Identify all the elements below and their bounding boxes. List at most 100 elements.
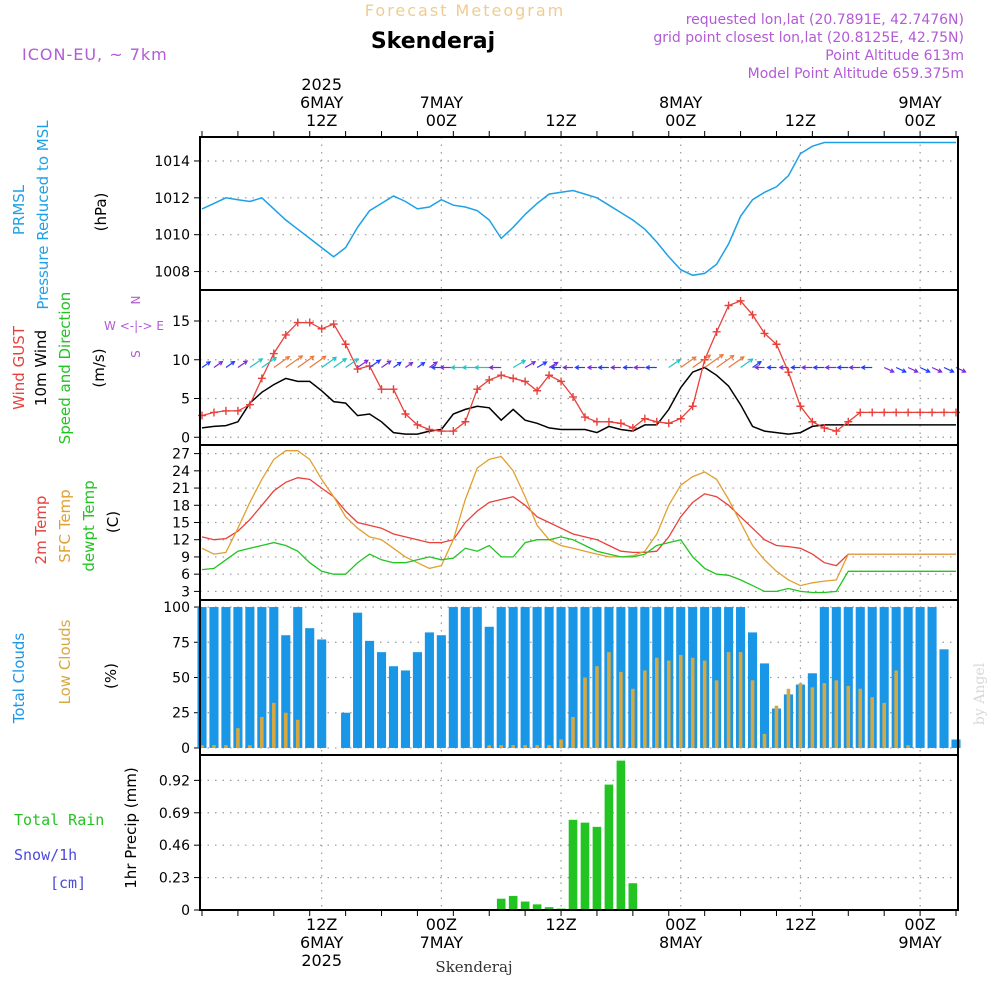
compass-s: S <box>129 350 143 358</box>
wind-arrowhead <box>778 365 784 370</box>
bar-low-clouds <box>523 745 527 748</box>
bar-total-rain <box>532 904 542 910</box>
wind-arrowhead <box>913 368 919 373</box>
wind-arrowhead <box>901 368 907 373</box>
wind-arrowhead <box>800 365 806 370</box>
gust-marker <box>808 417 817 426</box>
wind-arrowhead <box>553 361 559 367</box>
wind-arrowhead <box>925 368 931 373</box>
wind-arrowhead <box>597 365 603 370</box>
footer-station: Skenderaj <box>435 958 512 976</box>
bar-total-clouds <box>209 607 219 748</box>
wind-arrow <box>309 355 327 368</box>
wind-arrow <box>249 358 263 368</box>
pressure-unit: (hPa) <box>92 193 110 232</box>
wind-arrowhead <box>342 357 348 363</box>
wind-arrow <box>692 354 711 368</box>
bar-low-clouds <box>224 745 228 748</box>
gust-marker <box>341 340 350 349</box>
gust-marker <box>245 400 254 409</box>
wind-arrowhead <box>473 365 479 370</box>
wind-arrow <box>429 361 438 368</box>
bar-low-clouds <box>535 745 539 748</box>
bar-total-clouds <box>305 628 315 748</box>
bar-low-clouds <box>511 745 515 748</box>
wind-arrowhead <box>353 358 359 363</box>
bar-total-clouds <box>448 607 458 748</box>
bar-total-rain <box>628 883 638 910</box>
top-time-label: 00Z <box>426 111 457 130</box>
bottom-time-label: 8MAY <box>659 933 703 952</box>
wind-arrow <box>704 354 724 368</box>
wind-arrowhead <box>298 355 304 360</box>
panel-pressure: 1008 1010 1012 1014 <box>154 136 959 291</box>
wind-unit: (m/s) <box>90 348 108 387</box>
model-label: ICON-EU, ~ 7km <box>22 45 168 64</box>
compass-n: N <box>129 296 143 305</box>
bottom-time-label: 00Z <box>665 915 696 934</box>
gust-label: Wind GUST <box>10 325 28 410</box>
bar-low-clouds <box>798 683 803 748</box>
bar-low-clouds <box>750 680 755 748</box>
panel-precip: 0 0.23 0.46 0.69 0.92 <box>159 754 959 919</box>
bar-low-clouds <box>260 716 264 748</box>
gust-marker <box>616 419 625 428</box>
wind-arrowhead <box>675 358 682 364</box>
wind-arrowhead <box>586 365 592 370</box>
bottom-time-label: 2025 <box>301 951 342 970</box>
gust-marker <box>820 423 829 432</box>
gust-marker <box>401 410 410 418</box>
wind-arrow <box>524 361 536 369</box>
x-ticks <box>201 131 957 916</box>
bar-total-clouds <box>281 635 291 748</box>
bar-total-clouds <box>388 666 399 748</box>
wind-arrowhead <box>949 368 955 373</box>
ytick-label: 9 <box>181 550 190 566</box>
wind-arrowhead <box>824 365 830 370</box>
gust-marker <box>580 413 589 422</box>
series-gust <box>201 300 956 432</box>
ytick-label: 1010 <box>154 228 190 244</box>
bar-total-rain <box>592 826 602 910</box>
gust-marker <box>628 423 637 432</box>
bar-total-clouds <box>424 632 434 748</box>
wind-arrow <box>297 355 315 368</box>
bar-total-clouds <box>759 663 770 748</box>
wind-arrowhead <box>889 368 895 373</box>
wind-arrowhead <box>408 361 414 367</box>
wind-arrow <box>213 361 223 368</box>
bar-low-clouds <box>714 680 719 748</box>
bar-total-clouds <box>460 607 470 748</box>
ytick-label: 0.46 <box>159 838 190 854</box>
ytick-label: 6 <box>181 567 190 583</box>
ytick-label: 75 <box>172 635 190 651</box>
wind-arrowhead <box>574 365 580 370</box>
cloud-unit: (%) <box>102 663 120 689</box>
temp-labels: 2m Temp SFC Temp dewpt Temp (C) <box>32 480 122 571</box>
gust-marker <box>916 408 925 417</box>
series-temp2m <box>201 477 956 567</box>
bar-low-clouds <box>200 745 204 748</box>
ytick-label: 18 <box>172 498 190 514</box>
precip-labels: Total Rain Snow/1h [cm] 1hr Precip (mm) <box>14 767 140 892</box>
bar-total-clouds <box>472 607 482 748</box>
wind-arrowhead <box>420 361 426 367</box>
cloud-labels: Total Clouds Low Clouds (%) <box>10 619 120 724</box>
bar-total-rain <box>520 901 530 910</box>
station-title: Skenderaj <box>371 29 495 54</box>
snow-unit: [cm] <box>50 874 86 892</box>
ytick-label: 21 <box>172 481 190 497</box>
wind-arrow <box>931 366 942 373</box>
bar-low-clouds <box>846 685 851 748</box>
header-subtitle: Forecast Meteogram <box>365 1 565 20</box>
wind-arrowhead <box>450 365 456 370</box>
bar-total-clouds <box>951 739 961 748</box>
ytick-label: 10 <box>172 353 190 369</box>
wind-arrow <box>345 358 359 368</box>
gust-marker <box>928 408 937 417</box>
bottom-time-label: 6MAY <box>300 933 344 952</box>
gust-marker <box>437 427 446 436</box>
wind-arrow <box>333 358 347 368</box>
top-time-label: 12Z <box>306 111 337 130</box>
